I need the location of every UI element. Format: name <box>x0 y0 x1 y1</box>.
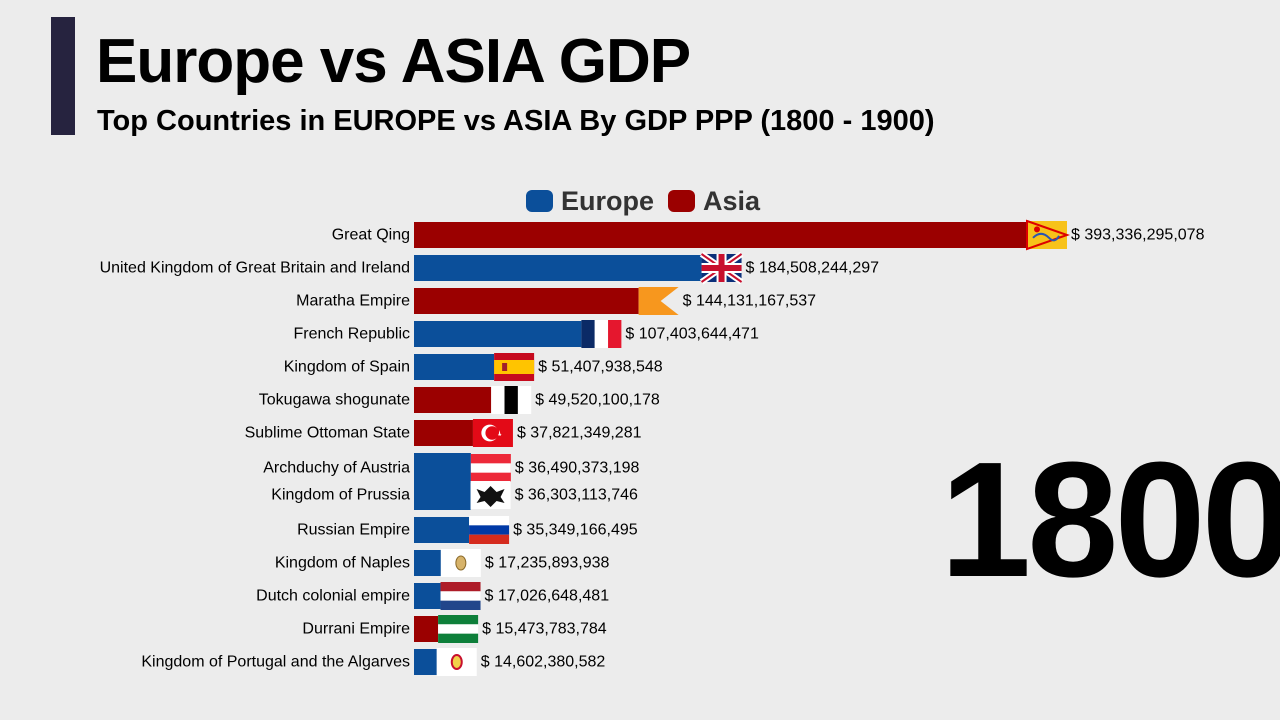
category-label: Maratha Empire <box>296 293 410 310</box>
flag-icon-russia <box>469 516 510 544</box>
legend-label-europe: Europe <box>561 185 655 216</box>
category-label: Kingdom of Prussia <box>271 487 410 504</box>
value-label: $ 17,235,893,938 <box>485 555 610 572</box>
category-label: Durrani Empire <box>302 621 410 638</box>
legend-label-asia: Asia <box>703 185 761 216</box>
value-label: $ 51,407,938,548 <box>538 359 663 376</box>
category-label: Kingdom of Portugal and the Algarves <box>141 654 410 671</box>
value-label: $ 15,473,783,784 <box>482 621 607 638</box>
bar-europe <box>414 480 471 510</box>
bar-europe <box>414 453 471 483</box>
legend-item-asia: Asia <box>668 186 760 217</box>
bar-asia <box>414 222 1027 248</box>
flag-icon-qing <box>1026 219 1071 251</box>
category-label: Kingdom of Spain <box>284 359 410 376</box>
page-subtitle: Top Countries in EUROPE vs ASIA By GDP P… <box>97 105 935 137</box>
bar-europe <box>414 354 495 380</box>
value-label: $ 184,508,244,297 <box>746 260 880 277</box>
year-label: 1800 <box>940 428 1280 611</box>
category-label: Great Qing <box>332 227 410 244</box>
bar-europe <box>414 649 437 675</box>
flag-icon-prussia <box>470 481 511 509</box>
flag-icon-naples <box>440 549 481 577</box>
bar-europe <box>414 583 441 609</box>
category-label: Sublime Ottoman State <box>245 425 411 442</box>
bar-asia <box>414 387 492 413</box>
flag-icon-dutch <box>440 582 481 610</box>
value-label: $ 144,131,167,537 <box>683 293 817 310</box>
category-label: French Republic <box>294 326 411 343</box>
category-label: United Kingdom of Great Britain and Irel… <box>100 260 410 277</box>
legend-swatch-asia <box>668 190 696 212</box>
value-label: $ 37,821,349,281 <box>517 425 642 442</box>
value-label: $ 36,303,113,746 <box>515 487 638 504</box>
flag-icon-maratha <box>638 287 679 315</box>
flag-icon-durrani <box>438 615 479 643</box>
chart-legend: Europe Asia <box>526 185 774 217</box>
bar-europe <box>414 550 441 576</box>
category-label: Archduchy of Austria <box>263 460 410 477</box>
legend-item-europe: Europe <box>526 186 654 217</box>
value-label: $ 17,026,648,481 <box>485 588 610 605</box>
bar-asia <box>414 616 439 642</box>
value-label: $ 107,403,644,471 <box>625 326 759 343</box>
flag-icon-tokugawa <box>491 386 532 414</box>
bar-asia <box>414 420 473 446</box>
flag-icon-spain <box>494 353 535 381</box>
category-label: Kingdom of Naples <box>275 555 410 572</box>
value-label: $ 393,336,295,078 <box>1071 227 1205 244</box>
title-accent-bar <box>51 17 75 135</box>
value-label: $ 36,490,373,198 <box>515 460 640 477</box>
bar-europe <box>414 517 470 543</box>
flag-icon-austria <box>470 454 511 482</box>
flag-icon-france <box>581 320 622 348</box>
value-label: $ 35,349,166,495 <box>513 522 638 539</box>
bar-europe <box>414 255 702 281</box>
bar-europe <box>414 321 582 347</box>
value-label: $ 49,520,100,178 <box>535 392 660 409</box>
flag-icon-portugal <box>436 648 477 676</box>
category-label: Tokugawa shogunate <box>259 392 410 409</box>
page-title: Europe vs ASIA GDP <box>96 27 691 96</box>
flag-icon-uk <box>699 251 744 285</box>
value-label: $ 14,602,380,582 <box>481 654 606 671</box>
flag-icon-ottoman <box>472 419 513 447</box>
bar-asia <box>414 288 639 314</box>
legend-swatch-europe <box>526 190 553 212</box>
category-label: Russian Empire <box>297 522 410 539</box>
category-label: Dutch colonial empire <box>256 588 410 605</box>
